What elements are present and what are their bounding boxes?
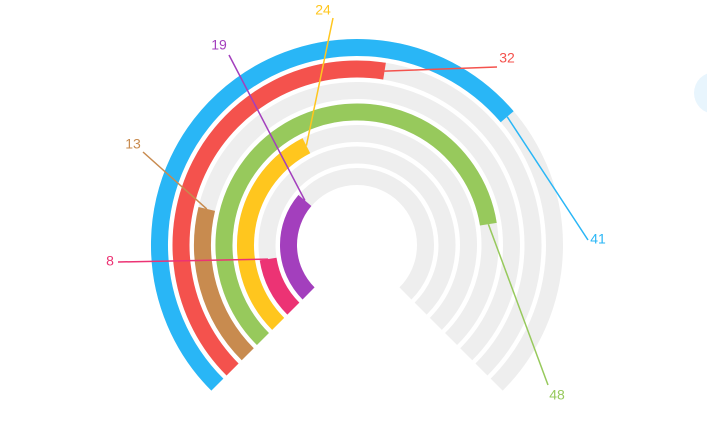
leader-line: [142, 151, 208, 210]
bar-arc: [172, 60, 386, 376]
data-label-group: 41 32 13 48 24 8 19: [106, 2, 606, 403]
leader-line: [384, 66, 498, 72]
bar-arc: [259, 257, 300, 315]
partial-circle-decoration: [694, 72, 707, 114]
bar-arc: [280, 194, 315, 300]
leader-line: [228, 54, 306, 201]
data-label: 24: [315, 2, 331, 18]
bar-arc: [194, 206, 254, 361]
data-label: 48: [549, 387, 565, 403]
leader-line: [506, 116, 589, 241]
data-label: 41: [590, 231, 606, 247]
track-arc: [258, 146, 456, 315]
data-label: 13: [125, 136, 141, 152]
bar-group: [151, 38, 514, 391]
track-arc: [280, 168, 434, 300]
bar-arc: [215, 103, 497, 346]
leader-line: [117, 258, 269, 263]
data-label: 8: [106, 253, 114, 269]
leader-line: [487, 223, 549, 386]
data-label: 32: [499, 50, 515, 66]
leader-line: [305, 17, 334, 146]
data-label: 19: [211, 37, 227, 53]
bar-arc: [151, 38, 514, 391]
bar-arc: [237, 138, 311, 330]
leader-line-group: [117, 17, 589, 386]
